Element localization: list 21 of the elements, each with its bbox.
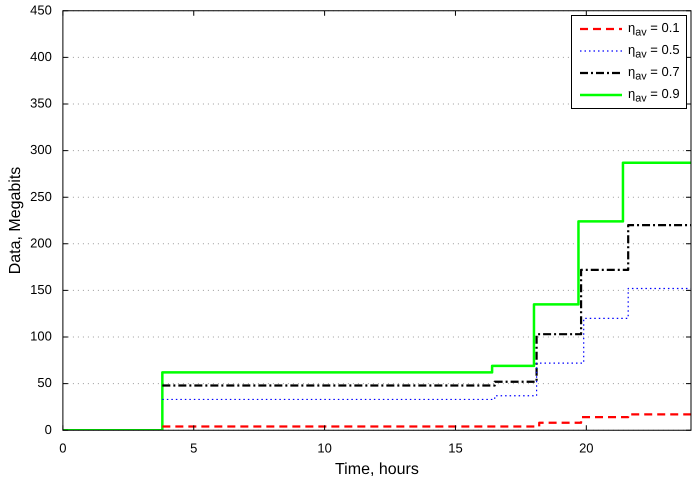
x-tick-label: 20 (579, 440, 594, 456)
legend-label: η$_{av}$ = 0.9 (628, 86, 680, 104)
y-tick-label: 150 (30, 282, 52, 297)
x-tick-label: 15 (448, 440, 463, 456)
y-tick-label: 400 (30, 48, 52, 64)
y-tick-label: 250 (30, 188, 52, 204)
y-tick-label: 0 (44, 422, 52, 437)
y-axis-title: Data, Megabits (7, 166, 24, 274)
y-tick-label: 350 (30, 96, 52, 111)
legend-label: η$_{av}$ = 0.1 (628, 20, 680, 38)
x-axis-title: Time, hours (335, 460, 419, 478)
y-tick-label: 450 (30, 2, 52, 18)
x-tick-label: 5 (190, 440, 198, 456)
y-tick-label: 100 (30, 328, 52, 344)
legend-label: η$_{av}$ = 0.5 (628, 42, 680, 60)
y-tick-label: 50 (37, 375, 52, 390)
y-tick-label: 300 (30, 142, 52, 158)
x-tick-label: 0 (59, 440, 67, 456)
x-tick-label: 10 (317, 440, 332, 456)
legend-label: η$_{av}$ = 0.7 (628, 64, 680, 82)
y-tick-label: 200 (30, 235, 52, 250)
